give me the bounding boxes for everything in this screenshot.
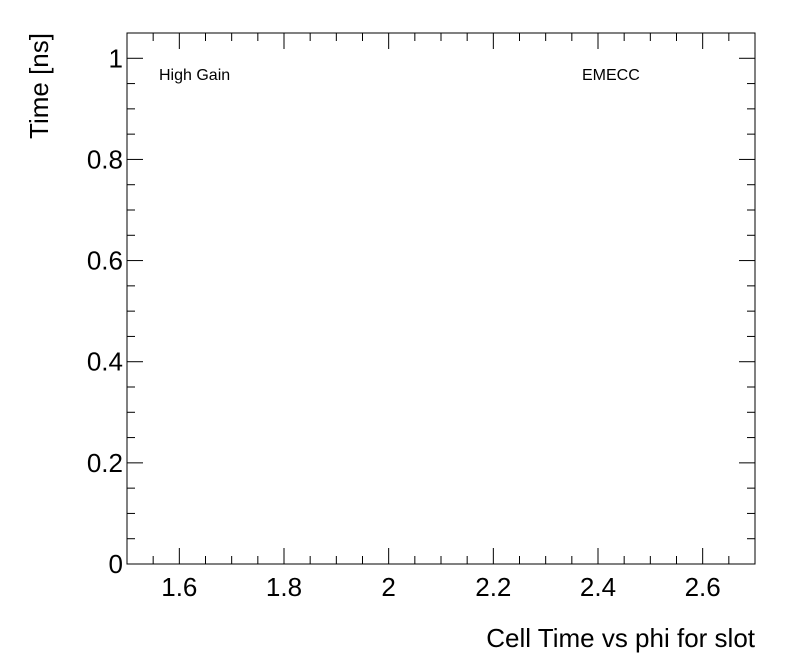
y-tick-label: 1 (109, 43, 123, 73)
x-axis-label: Cell Time vs phi for slot (486, 623, 756, 653)
x-tick-label: 1.6 (161, 572, 197, 602)
plot-frame (126, 32, 756, 565)
annotation: EMECC (582, 67, 640, 84)
x-tick-label: 2.6 (685, 572, 721, 602)
x-tick-label: 1.8 (266, 572, 302, 602)
x-tick-label: 2 (381, 572, 395, 602)
y-axis-label: Time [ns] (24, 33, 54, 139)
x-tick-label: 2.4 (580, 572, 616, 602)
y-tick-label: 0.8 (87, 144, 123, 174)
y-tick-label: 0.6 (87, 246, 123, 276)
y-tick-label: 0.2 (87, 448, 123, 478)
annotation: High Gain (159, 67, 230, 84)
y-tick-label: 0.4 (87, 347, 123, 377)
y-tick-label: 0 (109, 549, 123, 579)
x-tick-label: 2.2 (475, 572, 511, 602)
